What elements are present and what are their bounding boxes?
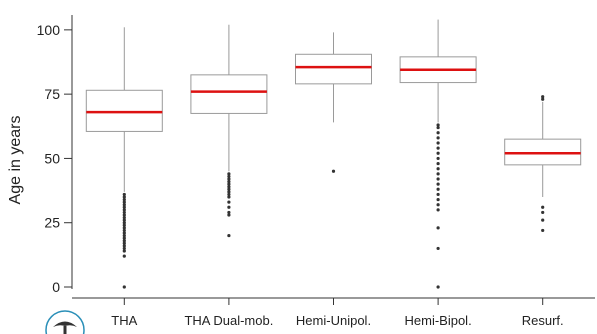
outlier-point	[227, 182, 231, 186]
outlier-point	[227, 179, 231, 184]
iqr-box	[295, 53, 372, 85]
outlier-point	[122, 226, 126, 230]
iqr-box	[85, 89, 163, 132]
outlier-point	[227, 213, 231, 217]
outlier-point	[227, 174, 231, 179]
y-tick-label: 50	[44, 150, 60, 166]
outlier-point	[227, 185, 231, 189]
outlier-point	[122, 254, 126, 258]
outlier-point	[122, 195, 126, 199]
outlier-point	[436, 246, 440, 251]
outlier-point	[122, 236, 126, 240]
outlier-point	[227, 187, 231, 191]
outlier-point	[541, 228, 545, 233]
plot-area	[85, 19, 582, 289]
outlier-point	[122, 218, 126, 222]
outlier-point	[122, 208, 126, 212]
watermark-logo	[45, 310, 85, 334]
logo-circle	[45, 310, 85, 334]
outlier-point	[227, 177, 231, 181]
outlier-point	[436, 177, 440, 181]
outlier-point	[436, 123, 440, 127]
outlier-point	[436, 151, 440, 155]
outlier-point	[122, 239, 126, 243]
outlier-point	[122, 241, 126, 245]
outlier-point	[331, 169, 336, 173]
outlier-point	[227, 192, 231, 197]
logo-tree-icon	[53, 321, 77, 327]
y-tick-label: 25	[44, 215, 60, 231]
outlier-point	[436, 197, 440, 202]
outlier-point	[122, 233, 126, 238]
outlier-point	[436, 146, 440, 150]
y-axis-title: Age in years	[7, 116, 24, 205]
outlier-point	[436, 131, 440, 135]
outlier-point	[227, 172, 231, 176]
x-tick-label: Resurf.	[522, 313, 564, 328]
outlier-point	[122, 203, 126, 207]
outlier-point	[541, 205, 545, 209]
outlier-point	[122, 200, 126, 204]
outlier-point	[436, 141, 440, 145]
outlier-point	[541, 218, 545, 222]
x-tick-label: Hemi-Bipol.	[405, 313, 472, 328]
logo-trunk	[63, 326, 67, 334]
y-axis: 0 25 50 75 100 Age in years	[7, 15, 73, 295]
outlier-point	[436, 203, 440, 207]
outlier-point	[122, 223, 126, 227]
box-group	[399, 19, 477, 289]
outlier-point	[436, 192, 440, 197]
outlier-point	[227, 210, 231, 215]
outlier-point	[122, 285, 126, 289]
outlier-point	[541, 95, 545, 99]
outlier-point	[227, 200, 231, 204]
outlier-point	[436, 172, 440, 176]
x-tick-label: Hemi-Unipol.	[296, 313, 371, 328]
x-tick-label: THA	[111, 313, 137, 328]
outlier-point	[436, 161, 440, 166]
outlier-point	[227, 195, 231, 199]
outlier-point	[122, 246, 126, 251]
outlier-point	[436, 226, 440, 230]
outlier-point	[436, 136, 440, 140]
iqr-box	[190, 74, 268, 114]
box-group	[85, 27, 163, 289]
iqr-box	[504, 138, 582, 166]
x-tick-label: THA Dual-mob.	[184, 313, 273, 328]
y-tick-label: 100	[37, 22, 61, 38]
outlier-point	[122, 244, 126, 248]
outlier-point	[436, 187, 440, 191]
box-group	[295, 32, 372, 173]
outlier-point	[122, 249, 126, 253]
outlier-point	[122, 215, 126, 220]
y-tick-label: 0	[52, 279, 60, 295]
outlier-point	[541, 210, 545, 215]
outlier-point	[541, 97, 545, 101]
outlier-point	[436, 285, 440, 289]
outlier-point	[227, 233, 231, 238]
outlier-point	[122, 228, 126, 233]
outlier-point	[436, 156, 440, 161]
outlier-point	[122, 205, 126, 209]
outlier-point	[436, 167, 440, 171]
outlier-point	[122, 221, 126, 225]
outlier-point	[122, 192, 126, 197]
box-group	[190, 24, 268, 238]
outlier-point	[436, 125, 440, 130]
x-axis: THA THA Dual-mob. Hemi-Unipol. Hemi-Bipol. R…	[72, 297, 595, 328]
box-group	[504, 95, 582, 233]
y-tick-label: 75	[44, 86, 60, 102]
outlier-point	[436, 208, 440, 212]
outlier-point	[122, 213, 126, 217]
outlier-point	[227, 205, 231, 209]
outlier-point	[122, 231, 126, 235]
outlier-point	[122, 210, 126, 215]
outlier-point	[436, 182, 440, 186]
outlier-point	[122, 197, 126, 202]
outlier-point	[227, 190, 231, 194]
